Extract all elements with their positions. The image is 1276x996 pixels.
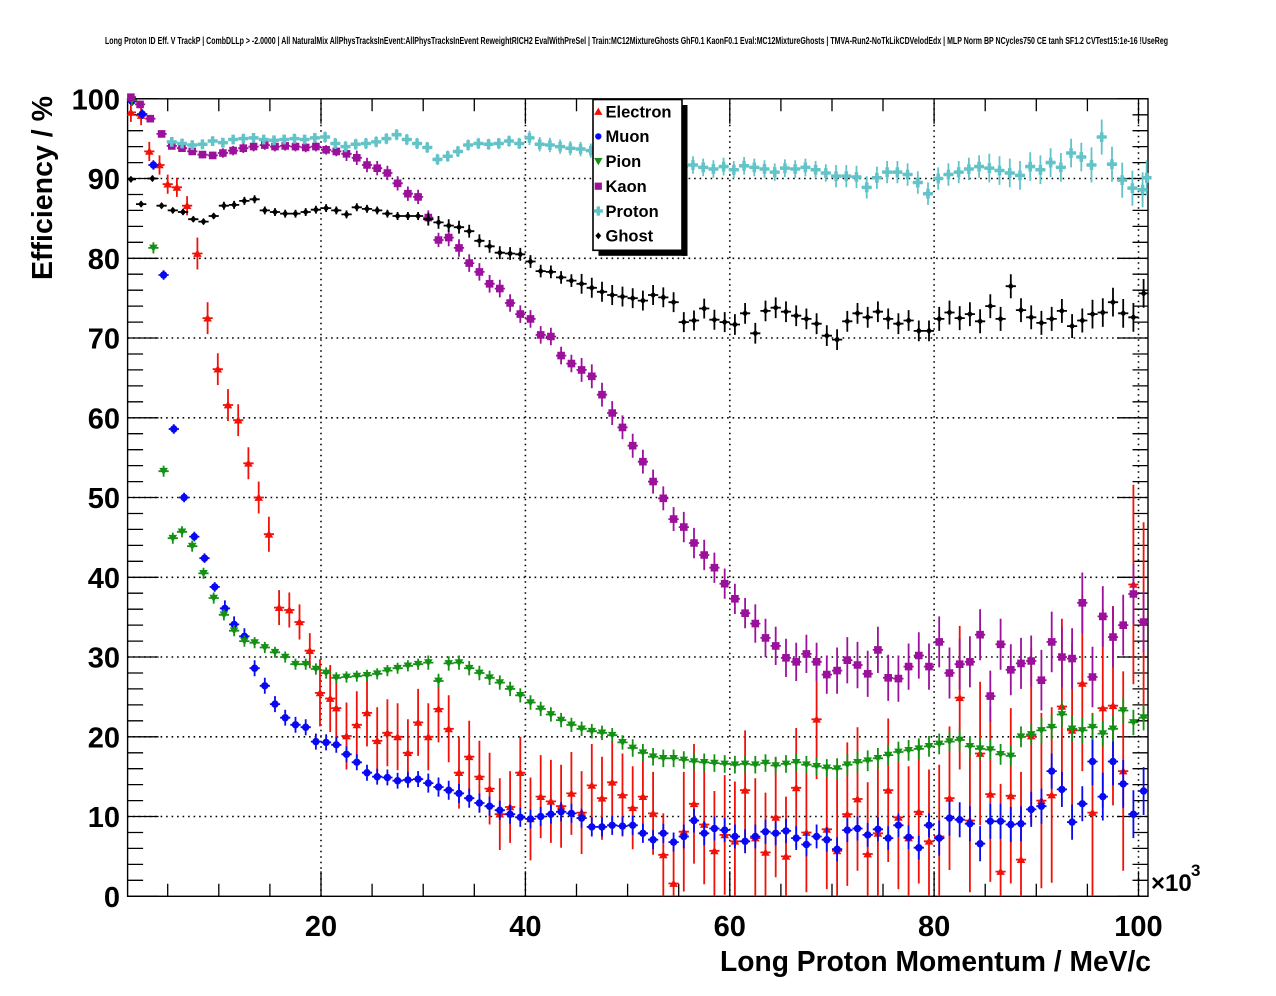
svg-text:60: 60 xyxy=(714,911,746,943)
svg-text:Muon: Muon xyxy=(606,128,650,146)
svg-text:Proton: Proton xyxy=(606,203,659,221)
svg-text:40: 40 xyxy=(88,563,120,595)
svg-text:20: 20 xyxy=(88,722,120,754)
svg-text:Kaon: Kaon xyxy=(606,178,647,196)
svg-text:40: 40 xyxy=(509,911,541,943)
svg-text:90: 90 xyxy=(88,164,120,196)
svg-text:Long Proton ID Eff. V TrackP |: Long Proton ID Eff. V TrackP | CombDLLp … xyxy=(105,36,1168,47)
svg-text:100: 100 xyxy=(1114,911,1162,943)
svg-text:3: 3 xyxy=(1191,861,1200,880)
svg-text:60: 60 xyxy=(88,403,120,435)
svg-text:Ghost: Ghost xyxy=(606,228,654,246)
svg-text:80: 80 xyxy=(918,911,950,943)
svg-text:10: 10 xyxy=(88,802,120,834)
svg-text:50: 50 xyxy=(88,483,120,515)
svg-text:Pion: Pion xyxy=(606,153,642,171)
svg-text:20: 20 xyxy=(305,911,337,943)
svg-text:Long Proton Momentum / MeV/c: Long Proton Momentum / MeV/c xyxy=(720,946,1151,978)
svg-text:70: 70 xyxy=(88,324,120,356)
svg-text:Efficiency / %: Efficiency / % xyxy=(27,96,59,280)
svg-text:30: 30 xyxy=(88,643,120,675)
svg-text:100: 100 xyxy=(72,84,120,116)
svg-text:80: 80 xyxy=(88,244,120,276)
svg-text:0: 0 xyxy=(104,882,120,914)
svg-text:×10: ×10 xyxy=(1151,870,1192,897)
svg-text:Electron: Electron xyxy=(606,103,672,121)
